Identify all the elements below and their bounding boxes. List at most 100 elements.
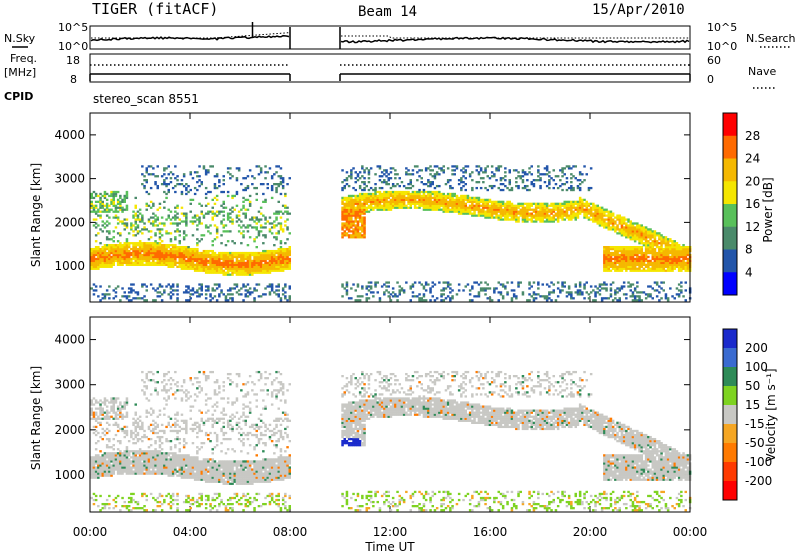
power-cell [284, 265, 287, 268]
power-cell [182, 184, 186, 188]
power-cell [110, 259, 113, 263]
velocity-cell [99, 458, 102, 461]
power-cell [622, 285, 626, 288]
power-cell [479, 198, 483, 202]
power-cell [123, 251, 126, 255]
power-cell [127, 299, 131, 302]
power-cell [429, 287, 432, 290]
power-cell [603, 269, 606, 272]
x-tick-label: 08:00 [273, 525, 308, 539]
power-cell [224, 265, 228, 268]
power-cell [207, 230, 210, 233]
power-cell [510, 216, 514, 219]
power-cell [240, 232, 243, 235]
power-cell [101, 253, 104, 257]
power-cell [539, 216, 542, 219]
power-cell [572, 206, 575, 209]
power-cell [253, 257, 256, 261]
power-cell [607, 214, 610, 217]
power-cell [664, 297, 668, 300]
power-cell [358, 204, 362, 207]
power-cell [567, 186, 571, 190]
power-cell [539, 173, 542, 176]
power-cell [251, 216, 254, 219]
power-cell [158, 202, 162, 205]
power-cell [356, 224, 360, 227]
power-cell [424, 206, 428, 209]
power-cell [218, 267, 221, 270]
power-cell [510, 206, 514, 209]
power-cell [530, 220, 533, 223]
power-cell [576, 202, 580, 205]
velocity-cell [101, 411, 104, 414]
velocity-cell [97, 470, 100, 473]
power-cell [418, 190, 421, 194]
power-cell [625, 261, 628, 265]
power-cell [215, 194, 219, 198]
power-cell [103, 253, 107, 257]
power-cell [556, 206, 560, 209]
power-cell [598, 222, 602, 225]
power-cell [119, 220, 122, 223]
power-cell [629, 224, 632, 227]
power-cell [189, 267, 192, 270]
power-cell [174, 289, 177, 292]
power-cell [629, 259, 632, 263]
power-cell [143, 246, 146, 249]
power-cell [112, 202, 115, 205]
power-cell [636, 267, 639, 270]
velocity-cell [101, 437, 104, 441]
power-cell [671, 246, 674, 249]
power-cell [647, 246, 650, 249]
velocity-cell [90, 456, 93, 459]
power-cell [262, 200, 265, 203]
power-cell [149, 236, 153, 239]
power-cell [631, 267, 635, 270]
power-cell [288, 261, 291, 265]
power-cell [354, 171, 357, 174]
power-cell [152, 255, 155, 259]
power-cell [677, 249, 681, 253]
colorbar-tick-label: 8 [745, 243, 753, 257]
power-cell [398, 192, 401, 196]
power-cell [512, 210, 516, 213]
power-cell [620, 267, 624, 270]
power-cell [642, 244, 646, 247]
power-cell [220, 251, 223, 255]
power-cell [486, 206, 489, 209]
power-cell [125, 251, 129, 255]
power-cell [429, 289, 432, 292]
power-cell [101, 259, 104, 263]
power-cell [101, 293, 104, 296]
power-cell [132, 247, 135, 251]
power-cell [101, 263, 104, 266]
power-cell [424, 208, 428, 211]
power-cell [484, 186, 487, 190]
power-cell [163, 259, 166, 263]
power-cell [385, 169, 388, 172]
power-cell [622, 251, 626, 255]
power-cell [193, 263, 197, 266]
power-cell [233, 253, 236, 257]
power-cell [429, 206, 432, 209]
power-cell [574, 212, 577, 215]
velocity-cell [101, 431, 104, 435]
power-cell [433, 165, 437, 168]
power-cell [552, 289, 555, 292]
power-cell [286, 247, 289, 251]
power-cell [565, 210, 569, 213]
power-cell [532, 297, 536, 300]
power-cell [288, 259, 291, 263]
power-cell [479, 204, 483, 207]
power-cell [464, 188, 467, 192]
power-cell [647, 255, 650, 259]
power-cell [367, 192, 371, 196]
power-cell [255, 246, 258, 249]
power-cell [539, 202, 542, 205]
velocity-colorbar-label: Velocity [m s⁻¹] [764, 368, 778, 461]
power-cell [567, 200, 571, 203]
power-cell [559, 184, 562, 188]
power-cell [257, 210, 261, 213]
power-cell [145, 244, 148, 247]
power-cell [266, 261, 269, 265]
